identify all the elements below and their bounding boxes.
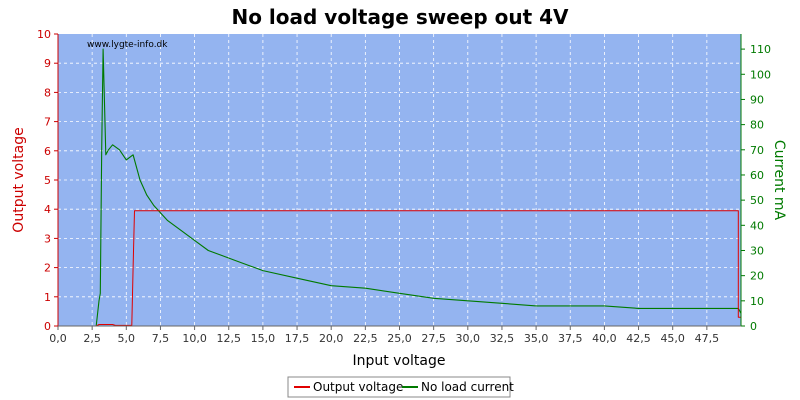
- x-tick-label: 27,5: [421, 332, 446, 345]
- x-tick-label: 30,0: [456, 332, 481, 345]
- x-tick-label: 7,5: [152, 332, 170, 345]
- y-left-tick-label: 7: [44, 116, 51, 129]
- y-left-tick-label: 5: [44, 174, 51, 187]
- series-line-output-voltage: [95, 210, 741, 327]
- x-tick-label: 37,5: [558, 332, 583, 345]
- x-tick-label: 12,5: [217, 332, 242, 345]
- x-tick-label: 5,0: [118, 332, 136, 345]
- series-layer: [95, 48, 742, 327]
- y-right-tick-label: 80: [750, 119, 764, 132]
- grid-lines: [58, 34, 741, 326]
- x-tick-label: 45,0: [660, 332, 685, 345]
- x-axis-label: Input voltage: [352, 353, 445, 369]
- y-right-tick-label: 40: [750, 219, 764, 232]
- legend: Output voltage No load current: [287, 376, 514, 398]
- y-left-tick-label: 2: [44, 262, 51, 275]
- legend-label-output-voltage: Output voltage: [313, 380, 403, 394]
- y-right-tick-label: 70: [750, 144, 764, 157]
- x-tick-label: 22,5: [353, 332, 378, 345]
- watermark: www.lygte-info.dk: [87, 40, 168, 50]
- legend-label-no-load-current: No load current: [421, 380, 514, 394]
- y-left-tick-label: 8: [44, 86, 51, 99]
- right-axis-label: Current mA: [771, 140, 787, 221]
- x-tick-label: 47,5: [695, 332, 720, 345]
- y-right-tick-label: 10: [750, 295, 764, 308]
- x-tick-label: 20,0: [319, 332, 344, 345]
- legend-box: [287, 376, 511, 398]
- y-left-tick-label: 9: [44, 57, 51, 70]
- axes-layer: 0,0 2,5 5,0 7,5 10,0 12,5 15,0 17,5 20,0 22,5 25,0…: [37, 28, 771, 345]
- y-left-tick-label: 4: [44, 203, 51, 216]
- x-tick-label: 35,0: [524, 332, 549, 345]
- x-tick-label: 2,5: [83, 332, 101, 345]
- x-tick-label: 15,0: [251, 332, 276, 345]
- y-right-tick-label: 20: [750, 270, 764, 283]
- y-right-tick-label: 50: [750, 194, 764, 207]
- y-left-tick-label: 3: [44, 232, 51, 245]
- x-tick-label: 40,0: [592, 332, 617, 345]
- y-right-tick-label: 60: [750, 169, 764, 182]
- series-line-no-load-current: [95, 48, 742, 327]
- y-right-tick-label: 0: [750, 320, 757, 333]
- y-right-tick-label: 110: [750, 43, 771, 56]
- x-tick-label: 10,0: [182, 332, 207, 345]
- y-right-tick-label: 90: [750, 93, 764, 106]
- x-tick-label: 0,0: [49, 332, 67, 345]
- x-tick-label: 25,0: [387, 332, 412, 345]
- left-axis-label: Output voltage: [11, 127, 27, 232]
- y-left-tick-label: 1: [44, 291, 51, 304]
- chart-title: No load voltage sweep out 4V: [231, 5, 569, 29]
- y-right-tick-label: 30: [750, 244, 764, 257]
- y-left-tick-label: 10: [37, 28, 51, 41]
- x-tick-label: 32,5: [490, 332, 515, 345]
- y-left-tick-label: 6: [44, 145, 51, 158]
- y-right-tick-label: 100: [750, 68, 771, 81]
- x-tick-label: 17,5: [285, 332, 310, 345]
- x-tick-label: 42,5: [626, 332, 651, 345]
- y-left-tick-label: 0: [44, 320, 51, 333]
